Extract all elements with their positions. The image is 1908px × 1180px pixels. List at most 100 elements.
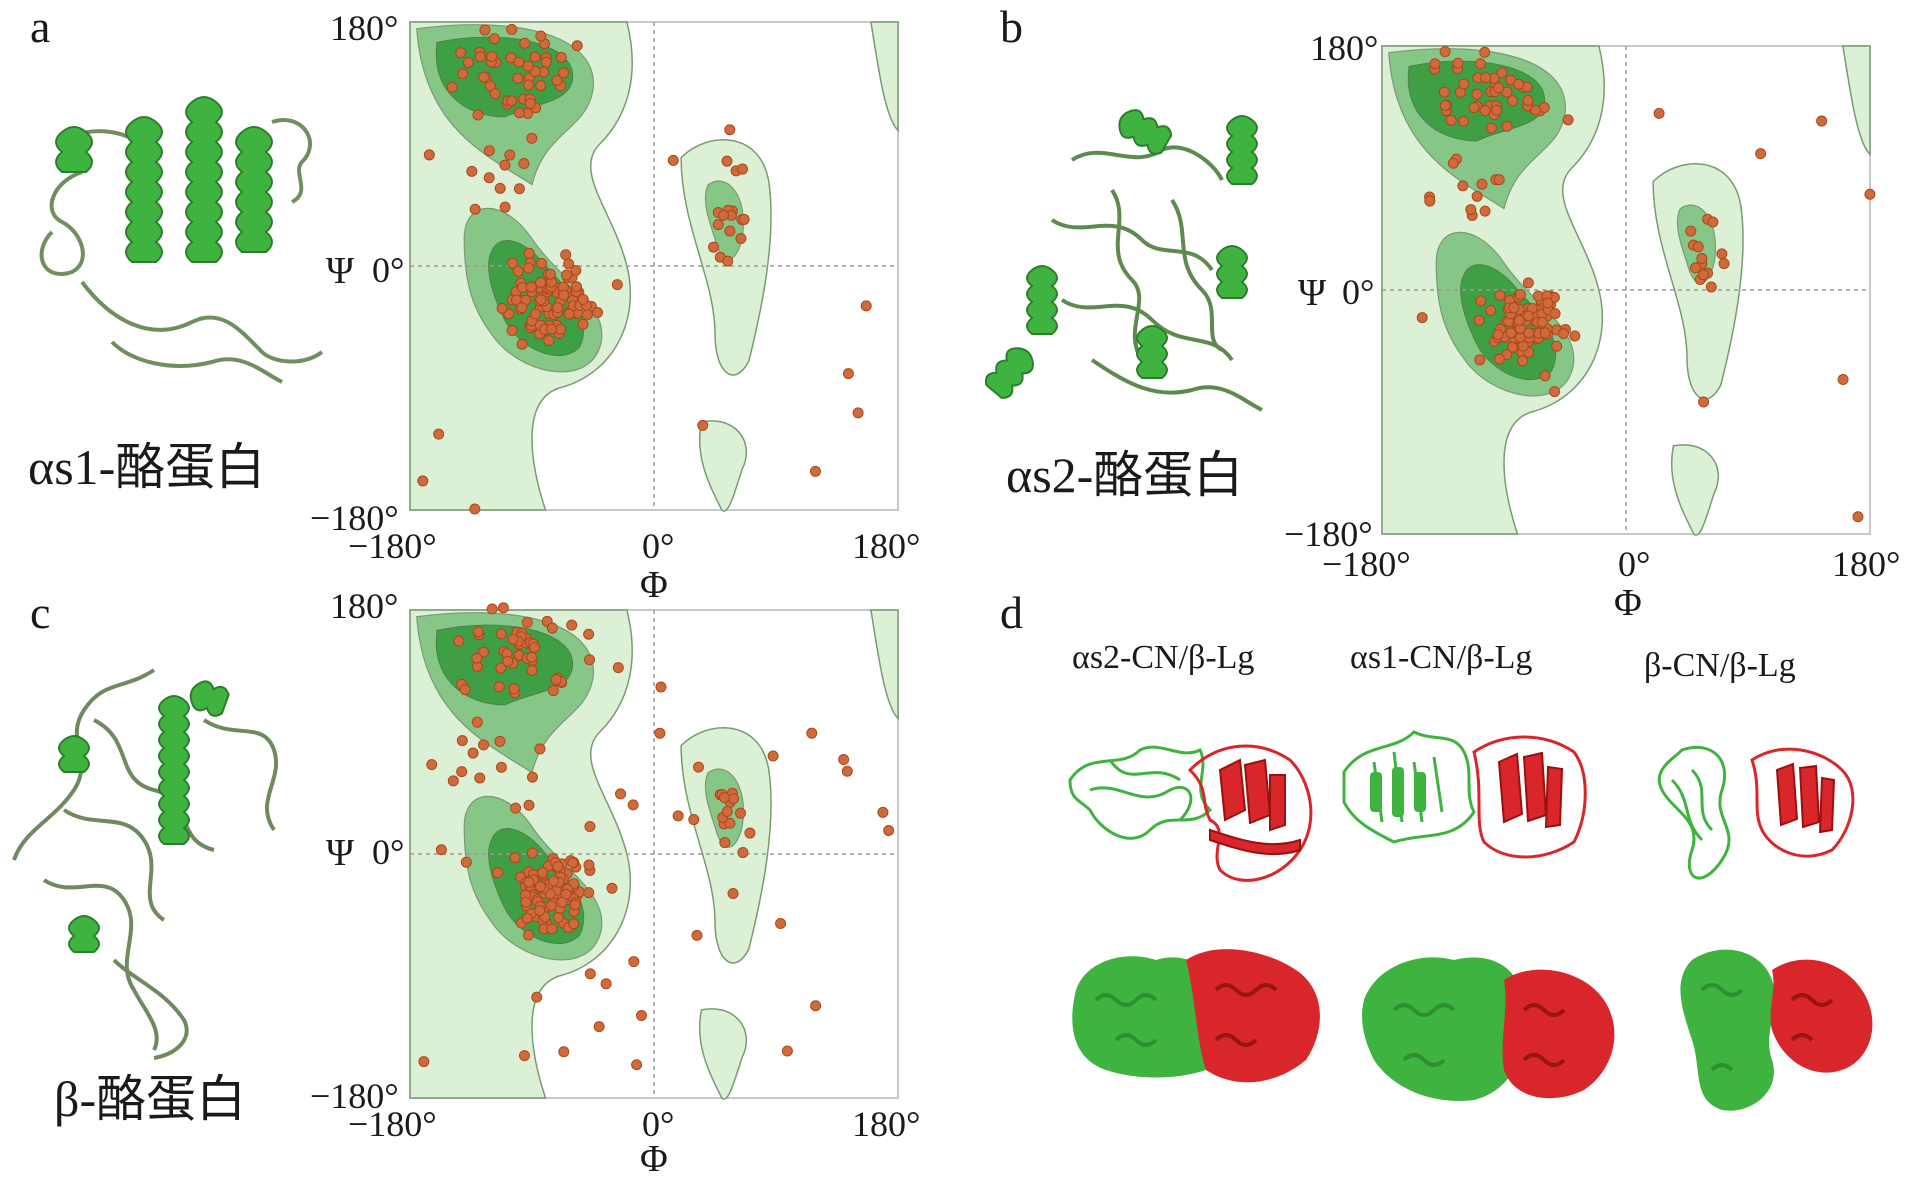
residue-point	[692, 761, 704, 773]
residue-point	[523, 262, 535, 274]
residue-point	[667, 154, 679, 166]
residue-point	[1491, 104, 1503, 116]
residue-point	[521, 616, 533, 628]
residue-point	[727, 887, 739, 899]
residue-point	[736, 163, 748, 175]
residue-point	[735, 233, 747, 245]
residue-point	[523, 247, 535, 259]
residue-point	[691, 929, 703, 941]
residue-point	[584, 654, 596, 666]
residue-point	[1755, 148, 1767, 160]
residue-point	[810, 1000, 822, 1012]
residue-point	[552, 861, 564, 873]
residue-point	[1716, 248, 1728, 260]
residue-point	[1562, 114, 1574, 126]
residue-point	[1505, 327, 1517, 339]
residue-point	[577, 318, 589, 330]
residue-point	[558, 289, 570, 301]
residue-point	[535, 30, 547, 42]
residue-point	[1653, 107, 1665, 119]
residue-point	[540, 56, 552, 68]
phi-axis-label: Φ	[1614, 582, 1642, 624]
residue-point	[1692, 241, 1704, 253]
residue-point	[721, 806, 733, 818]
residue-point	[1549, 386, 1561, 398]
residue-point	[546, 622, 558, 634]
residue-point	[495, 761, 507, 773]
residue-point	[435, 844, 447, 856]
residue-point	[1479, 205, 1491, 217]
residue-point	[1539, 327, 1551, 339]
residue-point	[526, 132, 538, 144]
residue-point	[1549, 308, 1561, 320]
residue-point	[524, 98, 536, 110]
residue-point	[1452, 57, 1464, 69]
residue-point	[512, 72, 524, 84]
residue-point	[1475, 295, 1487, 307]
residue-point	[469, 203, 481, 215]
residue-point	[775, 918, 787, 930]
residue-point	[453, 635, 465, 647]
residue-point	[1445, 114, 1457, 126]
residue-point	[504, 149, 516, 161]
protein-label-alpha-s2: αs2-酪蛋白	[1006, 447, 1244, 503]
residue-point	[655, 681, 667, 693]
residue-point	[1536, 316, 1548, 328]
as2-lg-ribbon-complex	[1068, 744, 1313, 882]
y-tick-zero: 0°	[1342, 272, 1375, 312]
alpha-s1-casein-ribbon-structure	[39, 96, 324, 384]
residue-point	[455, 47, 467, 59]
residue-point	[1557, 328, 1569, 340]
panel-letter-b: b	[1000, 1, 1023, 52]
residue-point	[1474, 58, 1486, 70]
residue-point	[631, 1059, 643, 1071]
residue-point	[492, 867, 504, 879]
residue-point	[462, 56, 474, 68]
residue-point	[534, 905, 546, 917]
residue-point	[571, 40, 583, 52]
residue-point	[474, 772, 486, 784]
residue-point	[584, 968, 596, 980]
phi-axis-label: Φ	[640, 1138, 668, 1180]
residue-point	[781, 1045, 793, 1057]
residue-point	[518, 158, 530, 170]
residue-point	[478, 71, 490, 83]
residue-point	[550, 674, 562, 686]
x-tick-left: −180°	[348, 1104, 437, 1144]
residue-point	[496, 302, 508, 314]
residue-point	[1458, 78, 1470, 90]
residue-point	[556, 896, 568, 908]
residue-point	[563, 308, 575, 320]
residue-point	[555, 323, 567, 335]
residue-point	[1493, 353, 1505, 365]
residue-point	[612, 662, 624, 674]
residue-point	[838, 754, 850, 766]
residue-point	[841, 765, 853, 777]
residue-point	[1539, 370, 1551, 382]
residue-point	[724, 817, 736, 829]
residue-point	[488, 33, 500, 45]
residue-point	[529, 51, 541, 63]
beta-casein-ribbon-structure	[12, 668, 279, 1060]
residue-point	[460, 856, 472, 868]
residue-point	[1542, 297, 1554, 309]
residue-point	[1496, 67, 1508, 79]
psi-axis-label: Ψ	[1298, 272, 1327, 314]
residue-point	[513, 107, 525, 119]
residue-point	[518, 1050, 530, 1062]
residue-point	[506, 325, 518, 337]
residue-point	[744, 827, 756, 839]
residue-point	[512, 265, 524, 277]
residue-point	[471, 716, 483, 728]
residue-point	[516, 338, 528, 350]
residue-point	[627, 799, 639, 811]
residue-point	[479, 24, 491, 36]
residue-point	[516, 302, 528, 314]
residue-point	[555, 51, 567, 63]
residue-point	[1447, 157, 1459, 169]
residue-point	[521, 912, 533, 924]
residue-point	[472, 626, 484, 638]
residue-point	[593, 1021, 605, 1033]
ramachandran-plot-b	[1381, 45, 1876, 536]
residue-point	[883, 824, 895, 836]
